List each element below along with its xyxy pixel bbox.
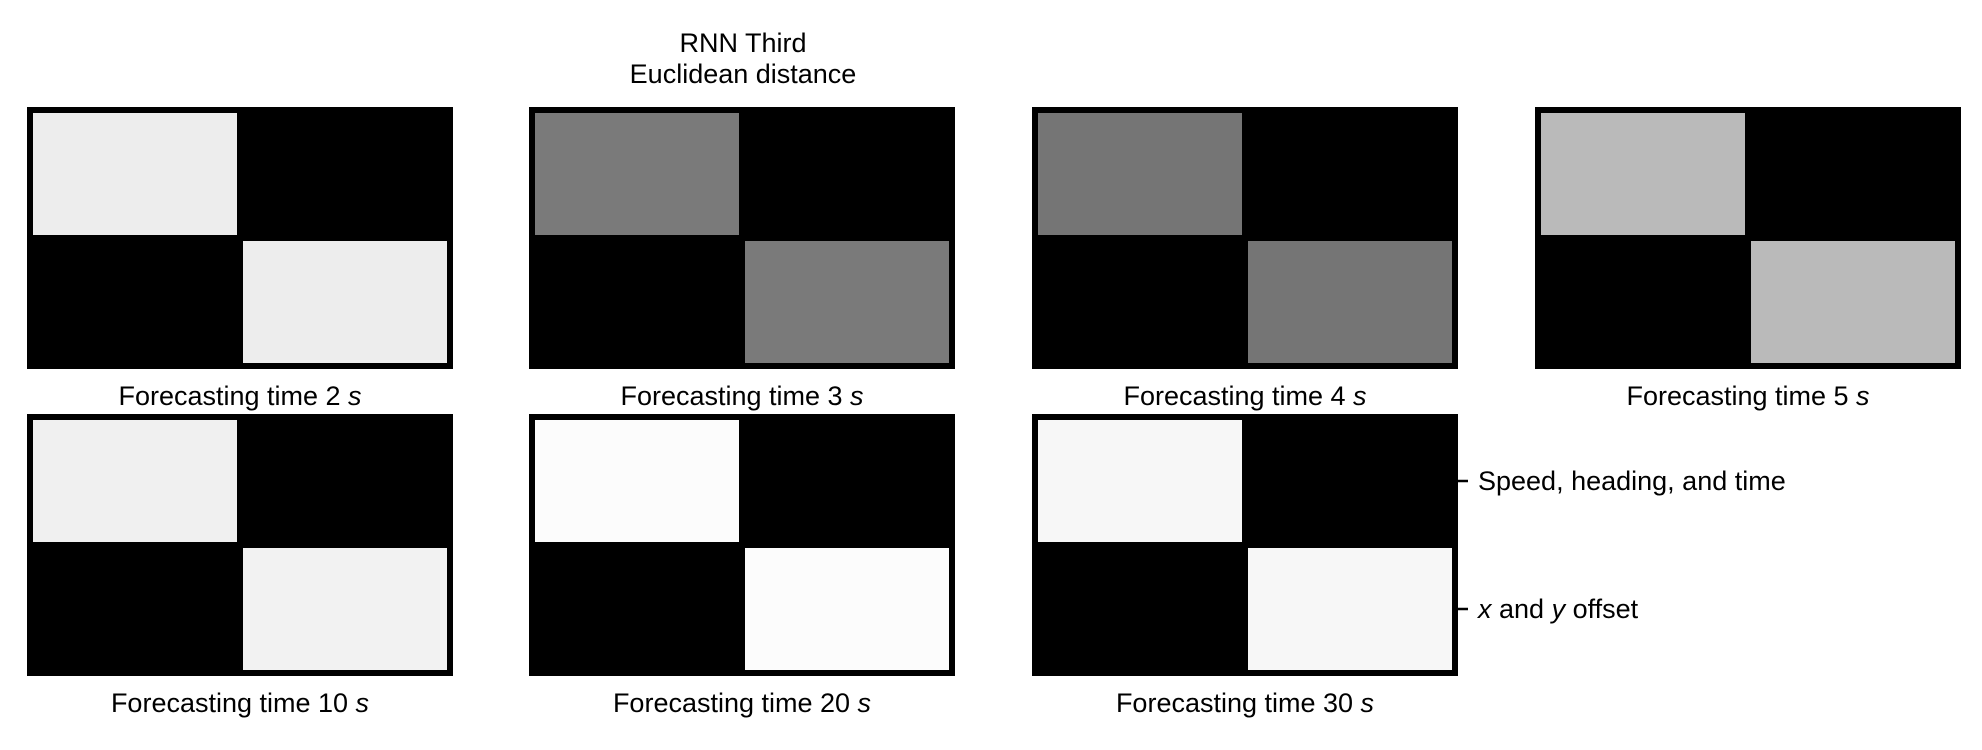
heatmap-panel-5: Forecasting time 10 s (27, 414, 453, 718)
panel-label: Forecasting time 5 s (1626, 381, 1869, 411)
heatmap-cell-r2-c1 (1535, 235, 1751, 369)
panel-label-unit: s (348, 381, 362, 411)
panel-label-text: Forecasting time 20 (613, 688, 858, 718)
row-tick-label-part: x (1476, 594, 1493, 624)
heatmap-cell-r1-c1 (529, 107, 745, 241)
heatmap-cell-r2-c1 (1032, 542, 1248, 676)
figure-title: RNN Third Euclidean distance (630, 28, 857, 89)
panel-label-unit: s (858, 688, 872, 718)
heatmap-cell-r1-c2 (1242, 107, 1458, 241)
heatmap-cell-r1-c2 (237, 107, 453, 241)
heatmap-cell-r1-c1 (1032, 414, 1248, 548)
heatmap-cell-r2-c2 (1745, 235, 1961, 369)
heatmap-cell-r2-c2 (237, 542, 453, 676)
heatmap-cell-r1-c1 (529, 414, 745, 548)
panel-label-unit: s (356, 688, 370, 718)
heatmap-panel-4: Forecasting time 5 s (1535, 107, 1961, 411)
heatmap-panels: Forecasting time 2 s Forecasting time 3 s… (27, 107, 1961, 718)
heatmap-cell-r2-c2 (739, 542, 955, 676)
row-tick-label-part: and (1492, 594, 1545, 624)
heatmap-cell-r2-c1 (529, 235, 745, 369)
panel-label-text: Forecasting time 2 (118, 381, 348, 411)
heatmap-panel-6: Forecasting time 20 s (529, 414, 955, 718)
heatmap-cell-r2-c1 (529, 542, 745, 676)
panel-label-text: Forecasting time 10 (111, 688, 356, 718)
panel-label: Forecasting time 30 s (1116, 688, 1374, 718)
panel-label-text: Forecasting time 30 (1116, 688, 1361, 718)
heatmap-cell-r2-c2 (237, 235, 453, 369)
panel-frame (530, 108, 954, 368)
panel-frame (530, 415, 954, 675)
row-tick-label-part: y (1544, 594, 1567, 624)
panel-label: Forecasting time 3 s (620, 381, 863, 411)
heatmap-cell-r1-c2 (237, 414, 453, 548)
row-tick-label: x and y offset (1476, 594, 1639, 624)
heatmap-cell-r1-c2 (1242, 414, 1458, 548)
panel-label-text: Forecasting time 5 (1626, 381, 1856, 411)
heatmap-cell-r2-c1 (27, 542, 243, 676)
heatmap-cell-r1-c1 (27, 107, 243, 241)
heatmap-cell-r1-c1 (1032, 107, 1248, 241)
panel-label-text: Forecasting time 4 (1123, 381, 1353, 411)
panel-label: Forecasting time 4 s (1123, 381, 1366, 411)
panel-label: Forecasting time 2 s (118, 381, 361, 411)
panel-label-unit: s (850, 381, 864, 411)
heatmap-cell-r2-c1 (1032, 235, 1248, 369)
panel-label: Forecasting time 20 s (613, 688, 871, 718)
panel-label-text: Forecasting time 3 (620, 381, 850, 411)
heatmap-cell-r2-c1 (27, 235, 243, 369)
title-line-2: Euclidean distance (630, 59, 857, 89)
heatmap-cell-r1-c2 (1745, 107, 1961, 241)
heatmap-panel-1: Forecasting time 2 s (27, 107, 453, 411)
panel-frame (28, 108, 452, 368)
heatmap-cell-r2-c2 (1242, 542, 1458, 676)
heatmap-cell-r1-c2 (739, 107, 955, 241)
row-tick-label-part: offset (1565, 594, 1639, 624)
panel-label: Forecasting time 10 s (111, 688, 369, 718)
panel-frame (1033, 108, 1457, 368)
heatmap-cell-r2-c2 (739, 235, 955, 369)
panel-frame (28, 415, 452, 675)
panel-frame (1536, 108, 1960, 368)
panel-frame (1033, 415, 1457, 675)
panel-label-unit: s (1856, 381, 1870, 411)
row-tick-label: Speed, heading, and time (1478, 466, 1786, 496)
heatmap-panel-2: Forecasting time 3 s (529, 107, 955, 411)
panel-label-unit: s (1361, 688, 1375, 718)
heatmap-cell-r1-c1 (27, 414, 243, 548)
title-line-1: RNN Third (679, 28, 806, 58)
panel-label-unit: s (1353, 381, 1367, 411)
heatmap-cell-r1-c1 (1535, 107, 1751, 241)
heatmap-panel-7: Forecasting time 30 s (1032, 414, 1458, 718)
heatmap-panel-3: Forecasting time 4 s (1032, 107, 1458, 411)
heatmap-cell-r2-c2 (1242, 235, 1458, 369)
row-tick-labels: Speed, heading, and time x and y offset (1455, 466, 1786, 624)
heatmap-cell-r1-c2 (739, 414, 955, 548)
